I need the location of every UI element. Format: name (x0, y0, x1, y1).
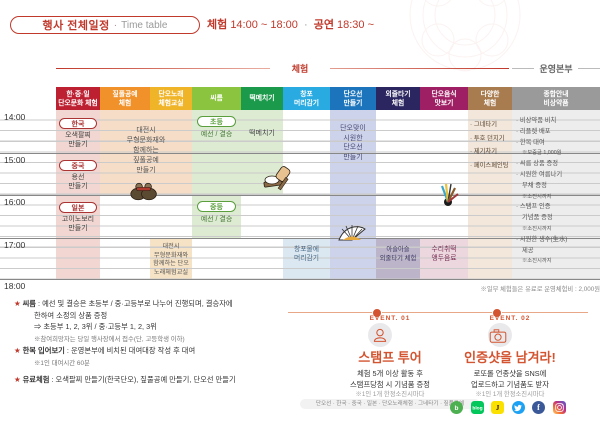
svg-text:blog: blog (472, 406, 482, 412)
svg-text:b: b (455, 405, 459, 412)
svg-text:J: J (496, 403, 500, 412)
svg-text:f: f (537, 403, 540, 412)
